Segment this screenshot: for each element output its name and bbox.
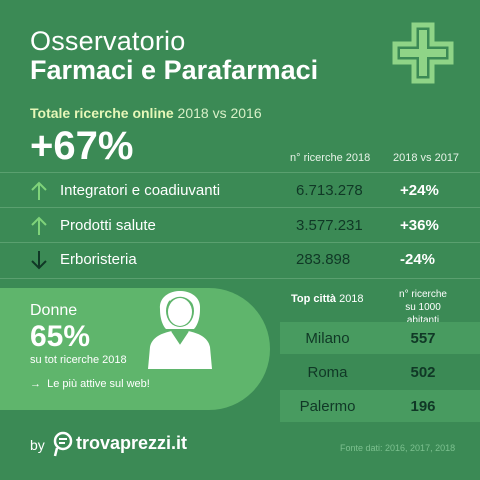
top-cities-title-rest: 2018: [336, 293, 364, 305]
women-panel: [0, 288, 270, 410]
city-name: Palermo: [299, 398, 356, 415]
list-item: Milano 557: [280, 322, 480, 354]
category-label: Prodotti salute: [60, 217, 156, 234]
category-searches: 3.577.231: [296, 217, 363, 234]
category-change: +36%: [400, 217, 439, 234]
trovaprezzi-logo-icon: [53, 431, 73, 457]
table-row: Erboristeria 283.898 -24%: [0, 242, 480, 279]
women-note: → Le più attive sul web!: [30, 378, 150, 390]
list-item: Roma 502: [280, 356, 480, 388]
summary-label-bold: Totale ricerche online: [30, 105, 174, 121]
table-row: Integratori e coadiuvanti 6.713.278 +24%: [0, 172, 480, 208]
city-value: 196: [410, 398, 436, 415]
city-value: 502: [410, 364, 436, 381]
category-change: +24%: [400, 182, 439, 199]
summary-label: Totale ricerche online 2018 vs 2016: [30, 105, 262, 121]
top-cities-col-header: n° ricerche su 1000 abitanti: [399, 289, 447, 326]
summary-label-rest: 2018 vs 2016: [173, 105, 262, 121]
city-name: Roma: [307, 364, 348, 381]
arrow-right-icon: →: [30, 378, 48, 390]
women-value: 65%: [30, 320, 91, 353]
women-note-text: Le più attive sul web!: [47, 378, 150, 390]
top-cities-title: Top città 2018: [291, 293, 364, 305]
city-name: Milano: [305, 330, 350, 347]
arrow-down-icon: [31, 251, 47, 270]
woman-icon: [148, 291, 212, 369]
arrow-up-icon: [31, 216, 47, 235]
city-value: 557: [410, 330, 436, 347]
page-title: Farmaci e Parafarmaci: [30, 55, 319, 85]
category-change: -24%: [400, 251, 436, 268]
category-label: Erboristeria: [60, 251, 137, 268]
women-subtitle: su tot ricerche 2018: [30, 354, 127, 366]
col-header-searches: n° ricerche 2018: [290, 152, 371, 164]
women-label: Donne: [30, 302, 78, 319]
top-cities-title-bold: Top città: [291, 293, 337, 305]
brand-name: trovaprezzi.it: [76, 433, 188, 453]
category-label: Integratori e coadiuvanti: [60, 182, 221, 199]
arrow-up-icon: [31, 181, 47, 200]
pharmacy-cross-icon: [392, 22, 454, 84]
category-searches: 6.713.278: [296, 182, 363, 199]
by-label: by: [30, 437, 45, 453]
title-line-1: Osservatorio: [30, 26, 186, 56]
col-header-change: 2018 vs 2017: [393, 152, 460, 164]
table-row: Prodotti salute 3.577.231 +36%: [0, 207, 480, 243]
summary-value: +67%: [30, 124, 134, 168]
category-searches: 283.898: [296, 251, 351, 268]
data-source: Fonte dati: 2016, 2017, 2018: [340, 443, 456, 453]
list-item: Palermo 196: [280, 390, 480, 422]
